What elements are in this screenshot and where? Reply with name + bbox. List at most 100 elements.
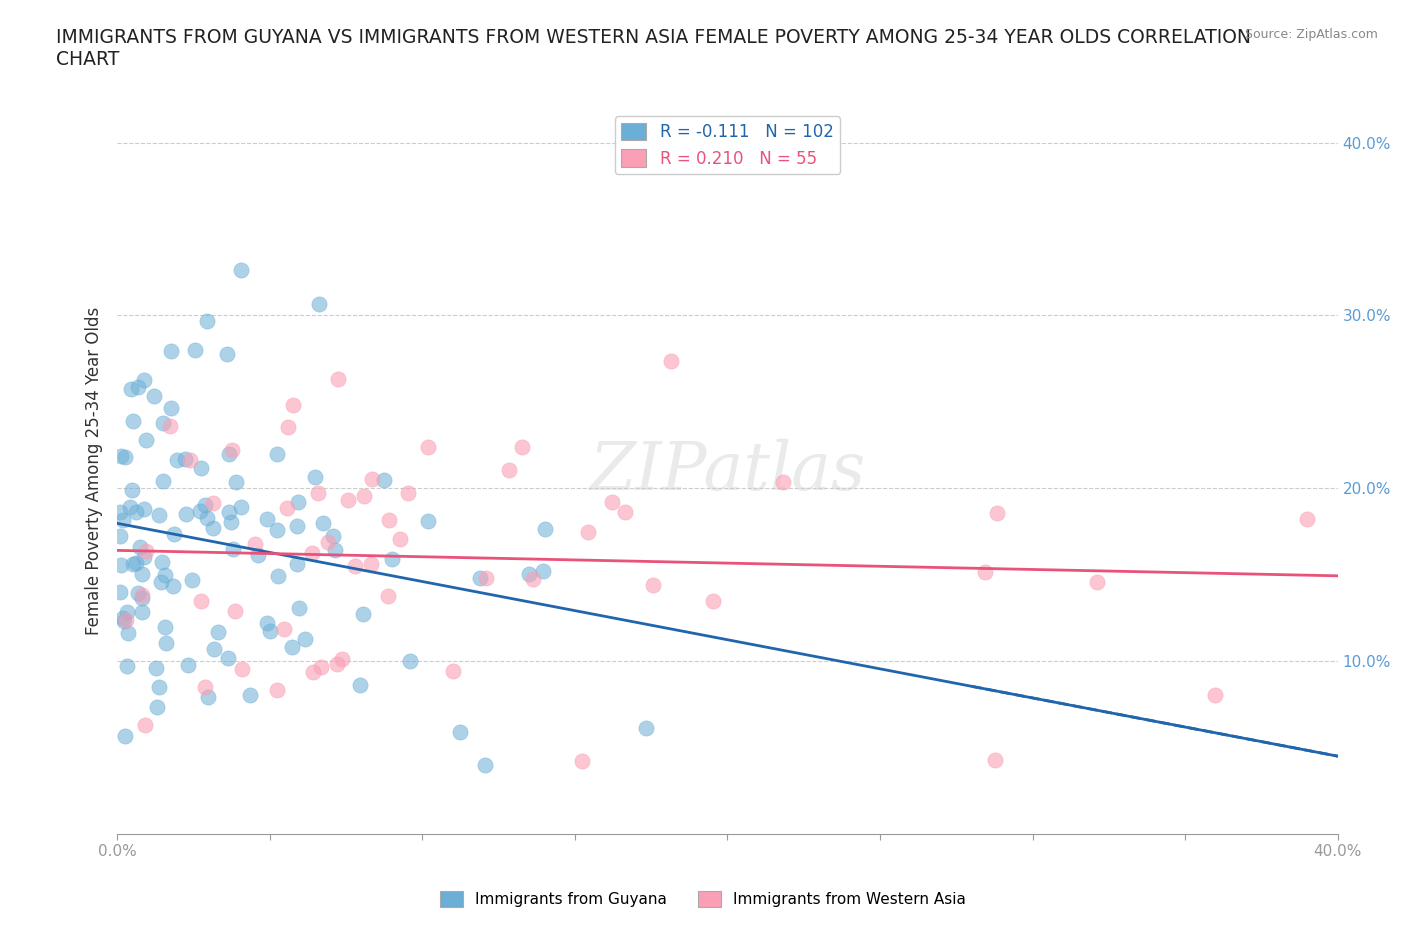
Point xyxy=(115,612,138,627)
Point xyxy=(148,507,170,522)
Point xyxy=(304,470,326,485)
Point xyxy=(148,680,170,695)
Point xyxy=(318,535,340,550)
Point xyxy=(190,461,212,476)
Point xyxy=(177,658,200,672)
Point xyxy=(184,342,207,357)
Point xyxy=(360,472,382,486)
Point xyxy=(396,485,419,500)
Point xyxy=(377,589,399,604)
Point xyxy=(309,660,332,675)
Point xyxy=(337,492,360,507)
Point xyxy=(288,601,311,616)
Point xyxy=(162,578,184,593)
Point xyxy=(217,651,239,666)
Point xyxy=(973,565,995,579)
Point xyxy=(131,604,153,619)
Point xyxy=(110,557,132,572)
Point xyxy=(1204,687,1226,702)
Point xyxy=(131,587,153,602)
Point xyxy=(125,505,148,520)
Point xyxy=(302,664,325,679)
Point xyxy=(134,550,156,565)
Point xyxy=(129,539,152,554)
Point xyxy=(702,593,724,608)
Point xyxy=(110,448,132,463)
Point xyxy=(229,500,252,515)
Point xyxy=(218,504,240,519)
Point xyxy=(221,515,243,530)
Point xyxy=(273,622,295,637)
Point xyxy=(276,500,298,515)
Point xyxy=(343,559,366,574)
Point xyxy=(117,626,139,641)
Point xyxy=(231,661,253,676)
Point xyxy=(330,652,353,667)
Point xyxy=(277,419,299,434)
Point xyxy=(115,604,138,619)
Point xyxy=(159,419,181,434)
Point xyxy=(114,728,136,743)
Point xyxy=(517,566,540,581)
Point xyxy=(134,718,156,733)
Point xyxy=(153,619,176,634)
Text: Source: ZipAtlas.com: Source: ZipAtlas.com xyxy=(1244,28,1378,41)
Point xyxy=(307,486,329,501)
Point xyxy=(377,512,399,527)
Point xyxy=(135,543,157,558)
Point xyxy=(349,678,371,693)
Point xyxy=(174,452,197,467)
Point xyxy=(373,472,395,487)
Point xyxy=(121,557,143,572)
Point xyxy=(267,569,290,584)
Point xyxy=(132,373,155,388)
Point xyxy=(194,679,217,694)
Point xyxy=(111,512,134,527)
Point xyxy=(399,654,422,669)
Point xyxy=(360,556,382,571)
Point xyxy=(110,529,132,544)
Point xyxy=(1085,574,1108,589)
Point xyxy=(155,568,177,583)
Point xyxy=(281,397,304,412)
Point xyxy=(221,541,243,556)
Y-axis label: Female Poverty Among 25-34 Year Olds: Female Poverty Among 25-34 Year Olds xyxy=(86,307,103,635)
Point xyxy=(643,578,665,592)
Point xyxy=(127,379,149,394)
Point xyxy=(576,525,599,539)
Legend: Immigrants from Guyana, Immigrants from Western Asia: Immigrants from Guyana, Immigrants from … xyxy=(434,884,972,913)
Point xyxy=(225,474,247,489)
Point xyxy=(259,623,281,638)
Text: IMMIGRANTS FROM GUYANA VS IMMIGRANTS FROM WESTERN ASIA FEMALE POVERTY AMONG 25-3: IMMIGRANTS FROM GUYANA VS IMMIGRANTS FRO… xyxy=(56,28,1251,69)
Point xyxy=(229,262,252,277)
Point xyxy=(120,381,142,396)
Point xyxy=(986,506,1008,521)
Point xyxy=(322,528,344,543)
Point xyxy=(984,752,1007,767)
Point xyxy=(301,545,323,560)
Point xyxy=(190,594,212,609)
Point xyxy=(441,664,464,679)
Point xyxy=(115,658,138,673)
Point xyxy=(256,616,278,631)
Point xyxy=(111,611,134,626)
Point xyxy=(449,725,471,740)
Point xyxy=(121,483,143,498)
Point xyxy=(636,721,658,736)
Point xyxy=(131,566,153,581)
Point xyxy=(163,526,186,541)
Point xyxy=(202,642,225,657)
Point xyxy=(266,447,288,462)
Point xyxy=(152,474,174,489)
Point xyxy=(571,754,593,769)
Point xyxy=(353,489,375,504)
Point xyxy=(180,573,202,588)
Point xyxy=(246,548,269,563)
Point xyxy=(326,657,349,671)
Point xyxy=(207,624,229,639)
Point xyxy=(308,297,330,312)
Point xyxy=(772,475,794,490)
Point xyxy=(195,313,218,328)
Point xyxy=(202,496,225,511)
Point xyxy=(160,401,183,416)
